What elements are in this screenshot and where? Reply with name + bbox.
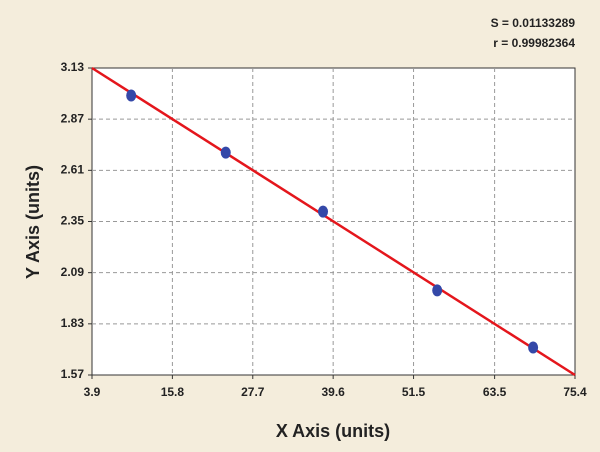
data-point xyxy=(432,284,443,297)
y-tick-label: 3.13 xyxy=(61,60,85,74)
x-tick-label: 63.5 xyxy=(483,385,507,399)
annotation: S = 0.01133289 xyxy=(491,16,576,30)
fit-line xyxy=(91,66,576,377)
annotation: r = 0.99982364 xyxy=(493,36,575,50)
x-tick-label: 15.8 xyxy=(161,385,185,399)
y-tick-label: 2.35 xyxy=(61,214,85,228)
data-point xyxy=(528,341,539,354)
x-tick-label: 51.5 xyxy=(402,385,426,399)
data-point xyxy=(126,89,137,102)
y-axis-title: Y Axis (units) xyxy=(23,165,43,279)
y-tick-label: 1.57 xyxy=(61,367,85,381)
y-tick-label: 2.87 xyxy=(61,111,85,125)
data-point xyxy=(220,146,231,159)
y-tick-label: 2.09 xyxy=(61,265,85,279)
x-tick-label: 75.4 xyxy=(563,385,587,399)
y-tick-label: 1.83 xyxy=(61,316,85,330)
x-axis-title: X Axis (units) xyxy=(276,421,390,441)
y-tick-label: 2.61 xyxy=(61,163,85,177)
x-tick-label: 3.9 xyxy=(84,385,101,399)
x-tick-label: 27.7 xyxy=(241,385,265,399)
data-point xyxy=(318,205,329,218)
x-tick-label: 39.6 xyxy=(321,385,345,399)
